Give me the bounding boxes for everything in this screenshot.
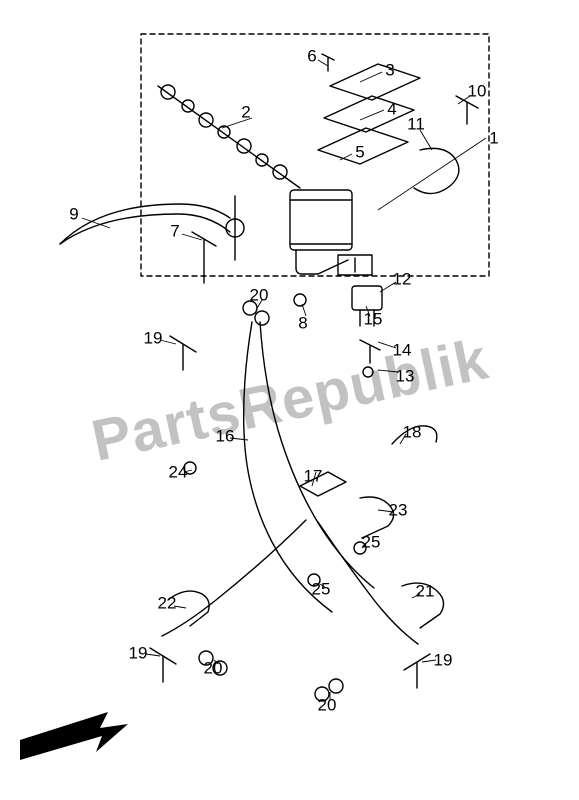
- callout-20: 20: [318, 697, 337, 714]
- callout-4: 4: [387, 101, 396, 118]
- callout-13: 13: [396, 368, 415, 385]
- callout-19: 19: [144, 330, 163, 347]
- callout-5: 5: [355, 144, 364, 161]
- cap-stack: [318, 54, 420, 164]
- callout-15: 15: [364, 311, 383, 328]
- callout-23: 23: [389, 502, 408, 519]
- callout-12: 12: [393, 271, 412, 288]
- brake-lever: [60, 196, 244, 260]
- callout-25: 25: [362, 534, 381, 551]
- callout-3: 3: [385, 62, 394, 79]
- diagram-svg: [0, 0, 579, 800]
- banjo-right: [315, 583, 444, 701]
- callout-19: 19: [434, 652, 453, 669]
- callout-9: 9: [69, 206, 78, 223]
- callout-11: 11: [407, 116, 425, 133]
- holder-clamp: [414, 96, 478, 194]
- callout-1: 1: [489, 130, 498, 147]
- assembly-box: [141, 34, 489, 276]
- reservoir-body: [290, 190, 372, 275]
- callout-19: 19: [129, 645, 148, 662]
- brake-switch: [352, 286, 382, 377]
- callout-7: 7: [170, 223, 179, 240]
- callout-24: 24: [169, 464, 188, 481]
- callout-21: 21: [416, 583, 435, 600]
- callout-22: 22: [158, 595, 177, 612]
- callout-6: 6: [307, 48, 316, 65]
- callout-17: 17: [304, 468, 323, 485]
- callout-8: 8: [298, 315, 307, 332]
- callout-16: 16: [216, 428, 235, 445]
- leader-lines: [82, 60, 486, 700]
- banjo-upper: [170, 301, 269, 370]
- callout-2: 2: [241, 104, 250, 121]
- piston-kit: [158, 85, 300, 188]
- callout-10: 10: [468, 83, 487, 100]
- direction-arrow: [20, 712, 128, 760]
- diagram-stage: PartsRepublik: [0, 0, 579, 800]
- grommets: [184, 462, 366, 586]
- callout-18: 18: [403, 424, 422, 441]
- callout-14: 14: [393, 342, 412, 359]
- callout-20: 20: [204, 660, 223, 677]
- callout-20: 20: [250, 287, 269, 304]
- callout-25: 25: [312, 581, 331, 598]
